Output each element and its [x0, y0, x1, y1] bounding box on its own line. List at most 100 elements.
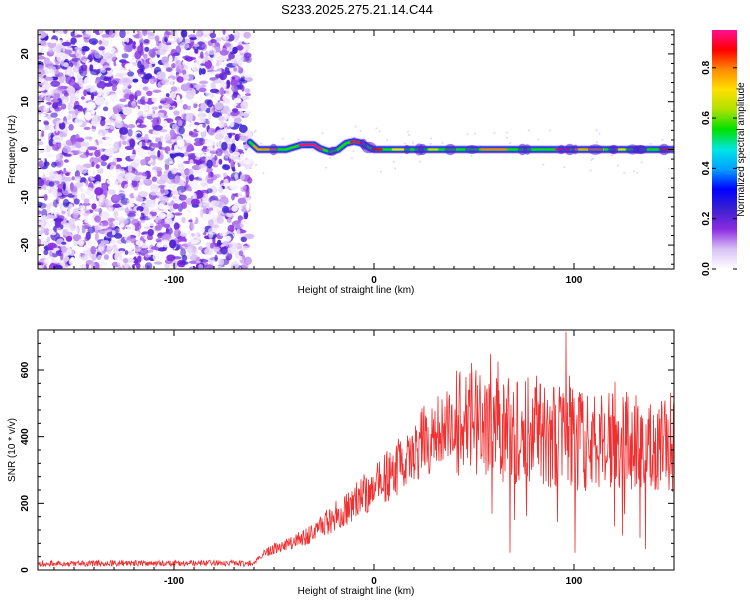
noise-speckle	[429, 142, 432, 145]
noise-blob	[38, 40, 47, 47]
noise-blob	[189, 131, 199, 138]
noise-blob	[141, 171, 149, 177]
noise-blob	[38, 263, 43, 269]
noise-blob	[74, 220, 84, 226]
noise-blob	[90, 177, 95, 181]
noise-blob	[169, 120, 173, 127]
noise-blob	[49, 250, 53, 257]
noise-blob	[152, 253, 161, 261]
noise-blob	[63, 92, 69, 97]
noise-blob	[213, 65, 222, 75]
noise-blob	[207, 171, 212, 179]
noise-blob	[170, 90, 176, 99]
noise-blob	[57, 215, 65, 221]
noise-blob	[90, 62, 99, 66]
noise-blob	[162, 234, 172, 240]
noise-blob	[137, 116, 145, 122]
noise-blob	[192, 100, 201, 104]
noise-blob	[69, 99, 74, 105]
noise-blob	[62, 198, 70, 208]
noise-blob	[225, 89, 232, 96]
noise-blob	[66, 168, 74, 172]
noise-blob	[126, 199, 131, 208]
noise-blob	[190, 68, 197, 74]
noise-blob	[46, 236, 51, 243]
noise-speckle	[493, 132, 496, 135]
noise-speckle	[527, 129, 530, 132]
noise-blob	[104, 148, 114, 156]
noise-region	[38, 30, 670, 269]
noise-blob	[156, 49, 166, 56]
noise-blob	[98, 30, 104, 35]
noise-blob	[119, 127, 129, 135]
noise-blob	[167, 150, 178, 154]
noise-blob	[178, 126, 185, 135]
noise-blob	[105, 132, 115, 142]
noise-blob	[105, 67, 112, 71]
noise-speckle	[262, 172, 265, 175]
noise-blob	[155, 112, 165, 118]
noise-speckle	[430, 137, 433, 140]
ridge-blob	[327, 146, 337, 156]
noise-blob	[217, 239, 222, 247]
noise-speckle	[325, 166, 327, 169]
noise-blob	[74, 42, 84, 46]
noise-blob	[117, 44, 124, 53]
x-axis-label: Height of straight line (km)	[298, 285, 415, 296]
noise-blob	[111, 230, 116, 236]
noise-blob	[106, 110, 112, 118]
noise-blob	[168, 55, 173, 63]
noise-blob	[191, 115, 196, 122]
noise-blob	[190, 198, 200, 206]
noise-blob	[221, 141, 228, 151]
noise-blob	[83, 244, 89, 251]
noise-blob	[94, 232, 99, 242]
noise-blob	[79, 108, 85, 112]
noise-blob	[218, 186, 224, 193]
noise-blob	[184, 55, 190, 60]
noise-blob	[95, 164, 100, 169]
noise-blob	[76, 60, 81, 67]
x-tick-label: -100	[164, 576, 184, 587]
noise-blob	[129, 154, 138, 160]
noise-blob	[94, 215, 101, 223]
noise-blob	[97, 68, 101, 74]
noise-blob	[147, 150, 157, 156]
noise-blob	[159, 201, 164, 207]
noise-blob	[118, 140, 122, 148]
noise-blob	[106, 245, 112, 255]
noise-blob	[119, 250, 124, 254]
noise-blob	[214, 133, 224, 140]
noise-blob	[215, 73, 222, 79]
noise-blob	[184, 192, 192, 195]
noise-blob	[76, 30, 82, 34]
noise-blob	[216, 226, 226, 233]
noise-blob	[112, 105, 123, 113]
noise-blob	[115, 175, 123, 181]
noise-blob	[47, 91, 52, 98]
noise-blob	[222, 205, 229, 214]
noise-blob	[153, 85, 159, 89]
noise-blob	[103, 76, 110, 82]
noise-blob	[243, 69, 254, 75]
noise-blob	[88, 38, 99, 45]
noise-blob	[94, 149, 101, 157]
noise-blob	[163, 186, 170, 191]
noise-blob	[53, 264, 64, 269]
noise-blob	[178, 261, 189, 265]
noise-blob	[170, 48, 177, 57]
noise-blob	[238, 79, 248, 84]
noise-blob	[239, 135, 249, 141]
noise-blob	[143, 39, 150, 43]
noise-blob	[123, 45, 129, 52]
noise-blob	[157, 219, 166, 228]
noise-speckle	[255, 163, 258, 166]
noise-blob	[199, 80, 209, 85]
noise-blob	[38, 85, 41, 92]
noise-blob	[137, 99, 146, 105]
noise-blob	[165, 67, 173, 72]
noise-blob	[237, 59, 243, 66]
noise-blob	[207, 127, 216, 136]
